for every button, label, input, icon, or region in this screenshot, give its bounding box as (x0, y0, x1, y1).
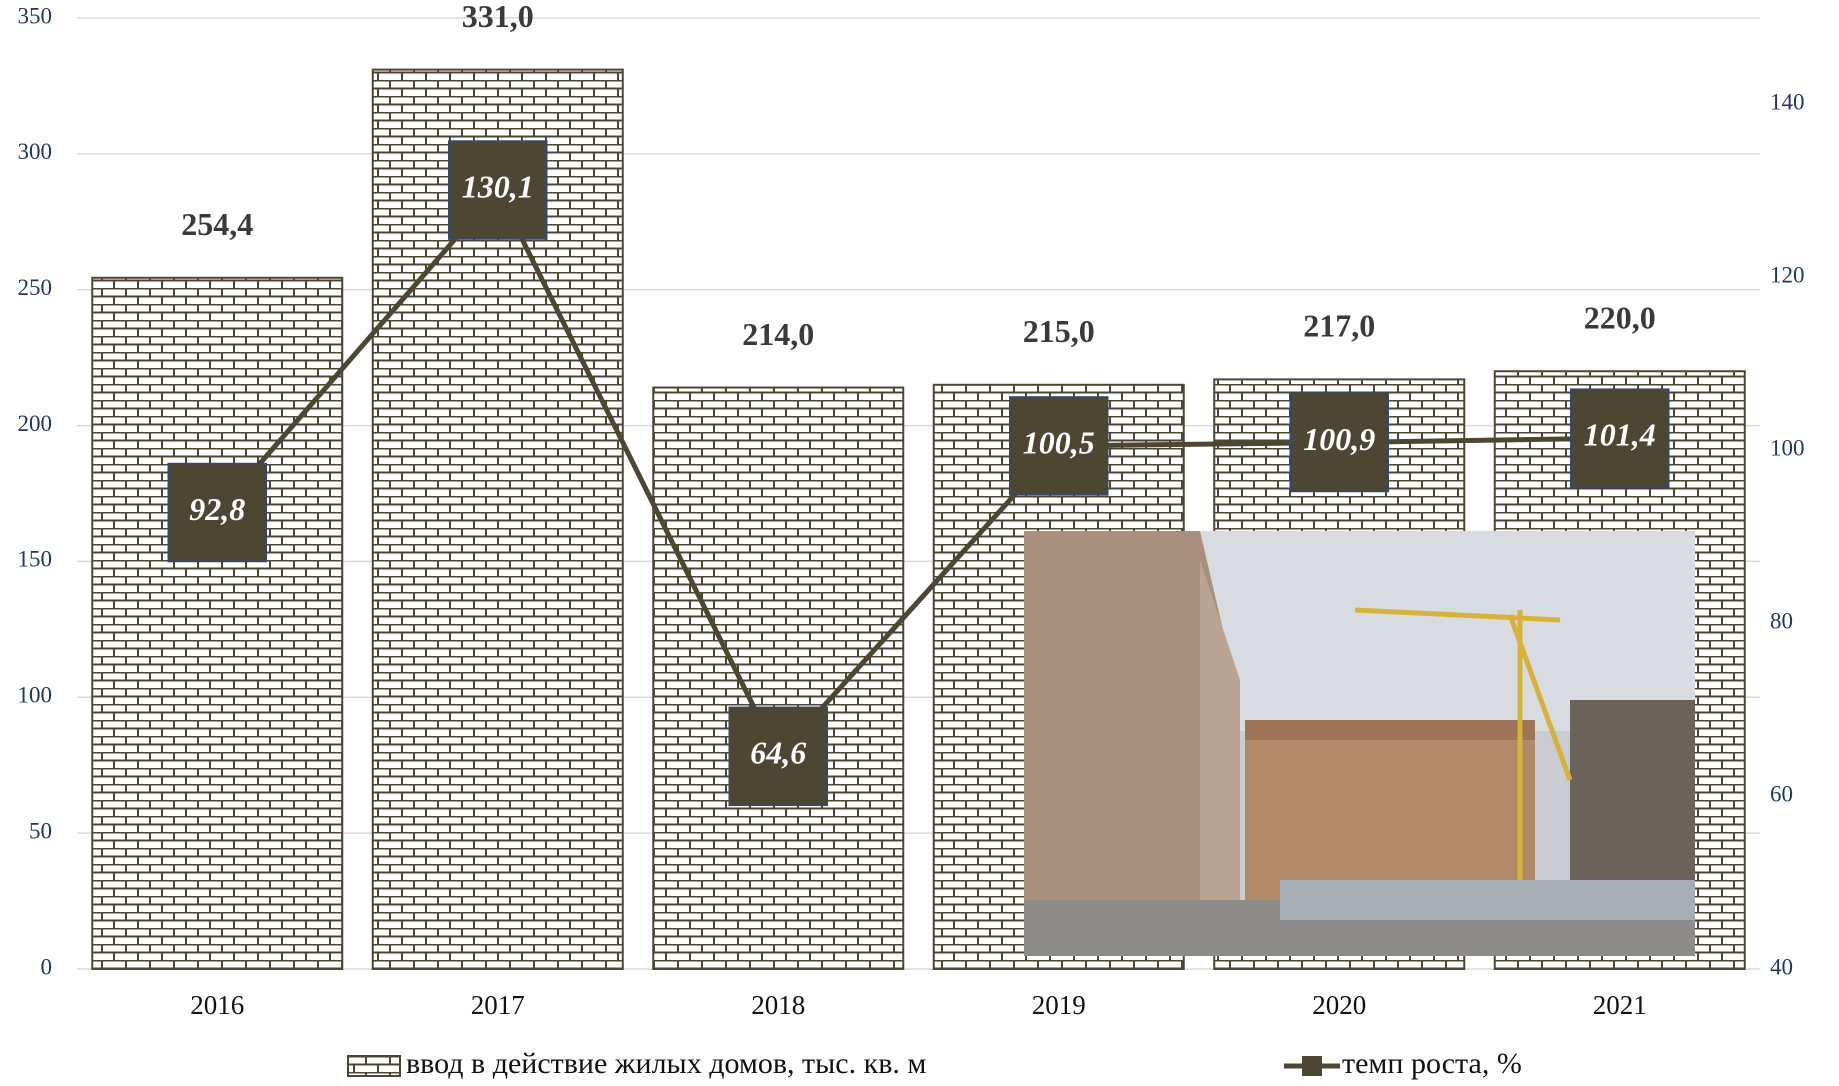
y-tick-label: 100 (18, 683, 53, 708)
line-marker (1009, 396, 1109, 496)
line-marker (167, 462, 267, 563)
y-tick-label: 350 (18, 3, 53, 28)
line-marker (1570, 388, 1670, 488)
y2-tick-label: 120 (1770, 263, 1805, 288)
line-value-label: 64,6 (750, 735, 806, 771)
y-tick-label: 200 (18, 411, 53, 436)
y2-tick-label: 40 (1770, 954, 1793, 979)
bar (652, 386, 905, 970)
x-tick-label: 2016 (190, 990, 244, 1020)
line-value-label: 92,8 (189, 491, 245, 527)
bar-value-label: 217,0 (1303, 308, 1375, 344)
bar-value-label: 254,4 (181, 206, 253, 242)
line-marker (448, 140, 548, 240)
legend-label: ввод в действие жилых домов, тыс. кв. м (406, 1047, 926, 1080)
x-tick-label: 2018 (751, 990, 805, 1020)
bar (91, 276, 344, 970)
line-value-label: 130,1 (462, 168, 534, 204)
x-tick-label: 2019 (1032, 990, 1086, 1020)
line-value-label: 100,5 (1023, 424, 1095, 460)
y-tick-label: 50 (29, 818, 52, 843)
y2-tick-label: 140 (1770, 90, 1805, 115)
bar-value-label: 331,0 (462, 0, 534, 34)
y2-tick-label: 100 (1770, 436, 1805, 461)
line-value-label: 101,4 (1584, 417, 1656, 453)
line-value-label: 100,9 (1303, 421, 1375, 457)
x-tick-label: 2017 (471, 990, 525, 1020)
line-marker (728, 706, 828, 807)
y-tick-label: 300 (18, 139, 53, 164)
y2-tick-label: 60 (1770, 781, 1793, 806)
bar-value-label: 214,0 (742, 316, 814, 352)
x-tick-label: 2020 (1312, 990, 1366, 1020)
legend-swatch (347, 1055, 401, 1077)
legend-swatch (1302, 1056, 1322, 1076)
y-tick-label: 150 (18, 547, 53, 572)
y2-tick-label: 80 (1770, 608, 1793, 633)
y-tick-label: 0 (41, 954, 53, 979)
legend-label: темп роста, % (1342, 1047, 1522, 1080)
bar-value-label: 215,0 (1023, 313, 1095, 349)
line-marker (1289, 392, 1389, 493)
bar-value-label: 220,0 (1584, 300, 1656, 336)
x-tick-label: 2021 (1593, 990, 1647, 1020)
y-tick-label: 250 (18, 275, 53, 300)
photo (1024, 531, 1695, 956)
